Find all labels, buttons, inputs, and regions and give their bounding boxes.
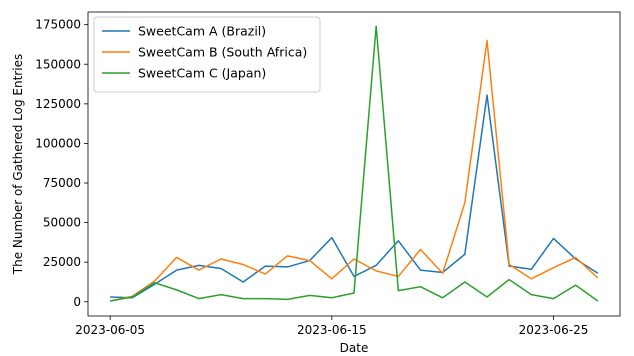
legend-label: SweetCam C (Japan): [138, 66, 266, 81]
series-line-2: [110, 39, 599, 302]
y-axis-label: The Number of Gathered Log Entries: [11, 54, 25, 275]
legend-label: SweetCam B (South Africa): [138, 45, 307, 60]
y-tick-label: 125000: [35, 97, 81, 111]
x-axis-label: Date: [340, 341, 369, 355]
y-tick-label: 150000: [35, 57, 81, 71]
y-tick-label: 75000: [43, 176, 81, 190]
series-line-3: [110, 25, 599, 302]
y-tick-label: 0: [73, 295, 81, 309]
legend-box: [93, 16, 321, 93]
legend: SweetCam A (Brazil) SweetCam B (South Afr…: [93, 16, 321, 93]
x-tick-label: 2023-06-15: [297, 323, 367, 337]
x-tick-label: 2023-06-05: [75, 323, 145, 337]
x-axis: 2023-06-05 2023-06-15 2023-06-25: [75, 316, 588, 337]
y-tick-label: 50000: [43, 216, 81, 230]
plot-frame: [87, 11, 621, 317]
x-tick-label: 2023-06-25: [519, 323, 589, 337]
series-layer: [110, 25, 599, 302]
y-tick-label: 100000: [35, 136, 81, 150]
series-line-1: [110, 94, 599, 299]
y-tick-label: 25000: [43, 255, 81, 269]
legend-label: SweetCam A (Brazil): [138, 24, 266, 39]
y-tick-label: 175000: [35, 18, 81, 32]
y-axis: 0 25000 50000 75000 100000 125000 150000 175000: [35, 18, 88, 309]
